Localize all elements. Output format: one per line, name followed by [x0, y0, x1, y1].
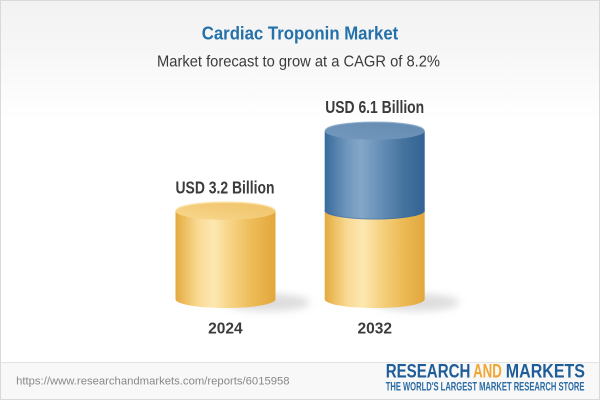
svg-text:USD 3.2 Billion: USD 3.2 Billion	[176, 177, 275, 197]
svg-text:USD 6.1 Billion: USD 6.1 Billion	[325, 97, 424, 117]
svg-text:2032: 2032	[357, 320, 392, 337]
svg-text:Market forecast to grow at a C: Market forecast to grow at a CAGR of 8.2…	[157, 54, 440, 71]
svg-text:AND: AND	[473, 362, 502, 383]
svg-text:THE WORLD'S LARGEST MARKET RES: THE WORLD'S LARGEST MARKET RESEARCH STOR…	[386, 382, 585, 394]
svg-text:https://www.researchandmarkets: https://www.researchandmarkets.com/repor…	[16, 376, 290, 388]
svg-text:2024: 2024	[208, 320, 243, 337]
svg-text:RESEARCH: RESEARCH	[386, 362, 471, 383]
svg-text:MARKETS: MARKETS	[506, 362, 585, 383]
svg-text:Cardiac Troponin Market: Cardiac Troponin Market	[202, 24, 399, 44]
